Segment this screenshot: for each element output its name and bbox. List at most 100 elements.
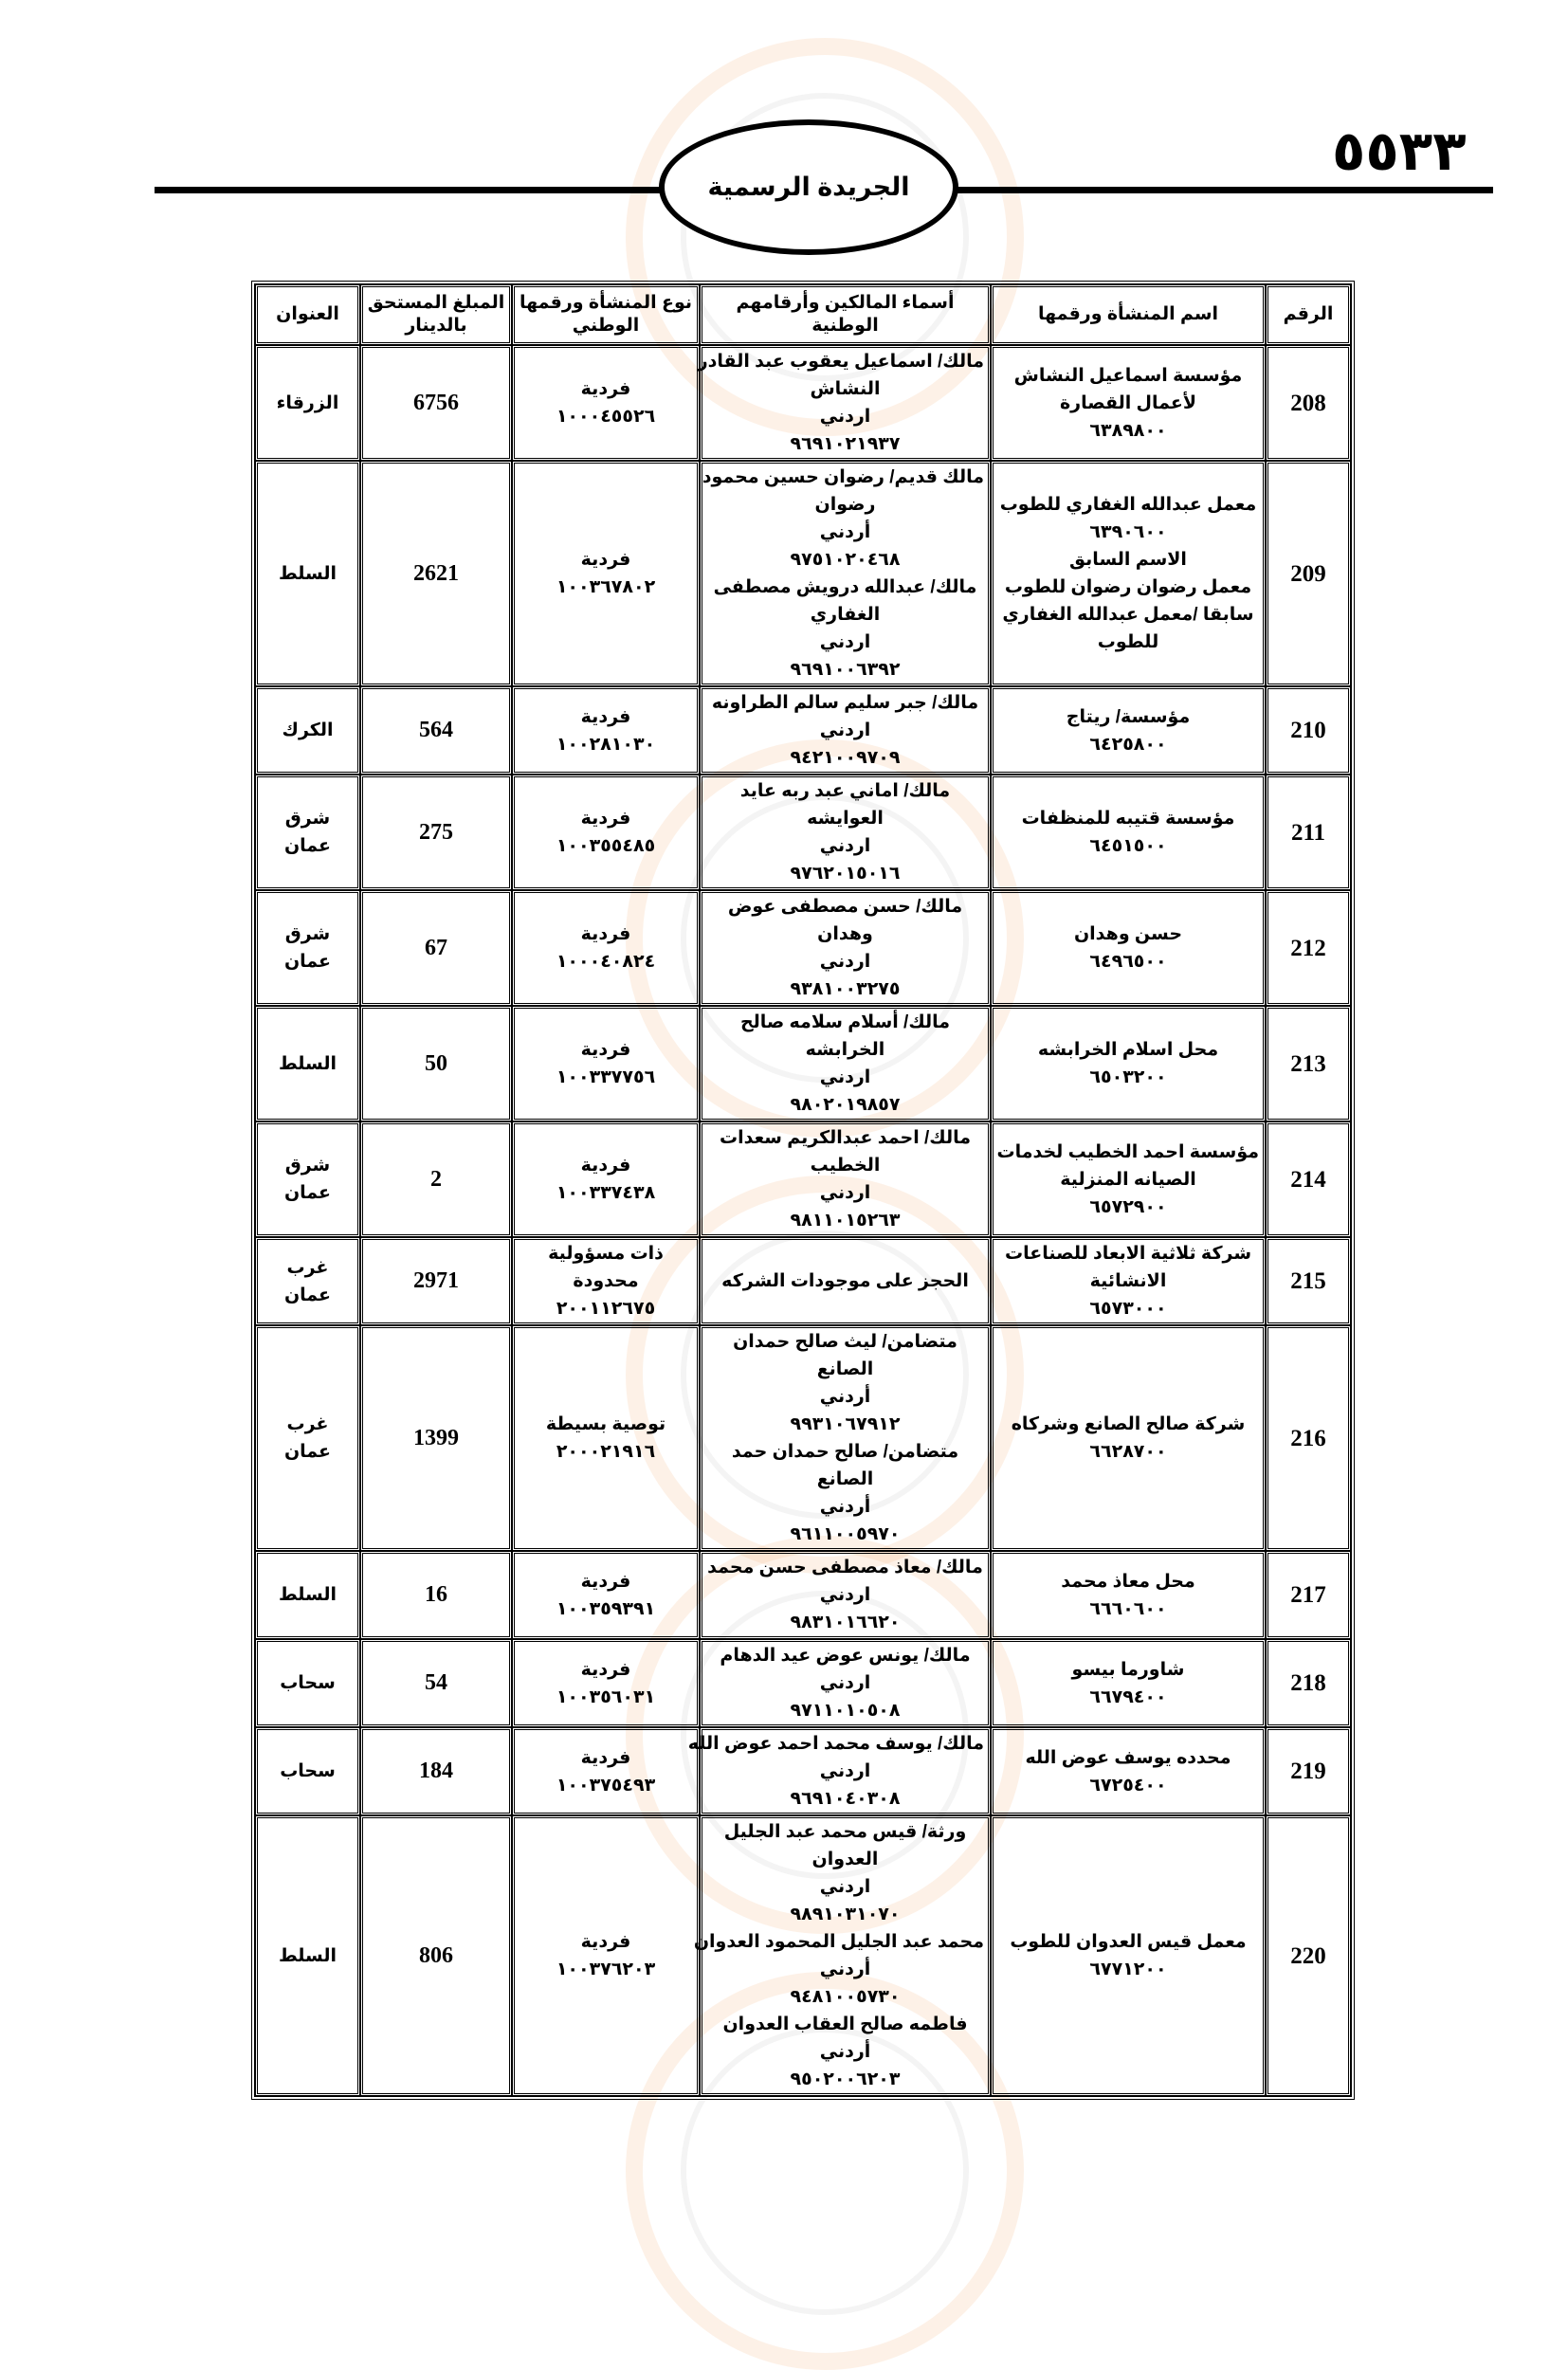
owners-cell-line: ورثة/ قيس محمد عبد الجليل — [723, 1822, 967, 1842]
amount-cell: 2621 — [360, 461, 512, 686]
business-cell-line: ٦٦٧٩٤٠٠ — [1089, 1686, 1167, 1707]
owners-cell: مالك/ يوسف محمد احمد عوض الله اردني ٩٦٩١٠٤… — [688, 1727, 991, 1815]
owners-cell-line: محمد عبد الجليل المحمود العدوان — [693, 1932, 984, 1952]
table-row: 220 معمل قيس العدوان للطوب ٦٧٧١٢٠٠ ورثة/ قي… — [255, 1815, 1351, 2096]
owners-cell-line: العدوان — [811, 1850, 879, 1869]
address-cell: سحاب — [255, 1727, 360, 1815]
address-cell: السلط — [255, 461, 360, 686]
owners-cell-line: ٩٧٥١٠٢٠٤٦٨ — [790, 550, 901, 570]
address-cell-line: شرق — [284, 924, 331, 944]
owners-cell-line: الخطيب — [810, 1156, 881, 1176]
owners-cell-line: ٩٦٩١٠٤٠٣٠٨ — [790, 1789, 901, 1809]
amount-cell: 275 — [360, 775, 512, 890]
business-cell: معمل عبدالله الغفاري للطوب ٦٣٩٠٦٠٠ الاسم ا… — [991, 461, 1266, 686]
address-cell: السلط — [255, 1006, 360, 1121]
address-cell-line: السلط — [278, 1945, 337, 1966]
type-cell: فردية ١٠٠٠٤٥٥٢٦ — [512, 345, 700, 461]
type-cell-line: ١٠٠٣٣٧٧٥٦ — [556, 1067, 656, 1087]
business-cell-line: ٦٦٢٨٧٠٠ — [1089, 1442, 1167, 1462]
business-cell: شركة ثلاثية الابعاد للصناعات الانشائية ٦٥٧… — [991, 1237, 1266, 1325]
business-cell: محل اسلام الخرابشه ٦٥٠٣٢٠٠ — [991, 1006, 1266, 1121]
owners-cell: مالك/ حسن مصطفى عوض وهدان اردني ٩٣٨١٠٠٣٢٧٥ — [700, 890, 991, 1006]
address-cell: شرق عمان — [255, 890, 360, 1006]
owners-cell-line: أردني — [819, 2042, 871, 2062]
address-cell-line: غرب — [286, 1414, 329, 1434]
business-cell: مؤسسة قتيبه للمنظفات ٦٤٥١٥٠٠ — [991, 775, 1266, 890]
table-row: 210 مؤسسة/ ريتاج ٦٤٢٥٨٠٠ مالك/ جبر سليم سال… — [255, 686, 1351, 775]
table-row: 218 شاورما بيسو ٦٦٧٩٤٠٠ مالك/ يونس عوض عيد … — [255, 1639, 1351, 1727]
owners-cell-line: اردني — [819, 1673, 871, 1693]
type-cell: فردية ١٠٠٣٥٩٣٩١ — [512, 1551, 700, 1639]
type-cell-line: ١٠٠٣٧٦٢٠٣ — [556, 1960, 656, 1979]
business-cell-line: مؤسسة/ ريتاج — [1066, 706, 1191, 727]
amount-cell: 16 — [360, 1551, 512, 1639]
address-cell-line: غرب — [286, 1257, 329, 1278]
business-cell: معمل قيس العدوان للطوب ٦٧٧١٢٠٠ — [991, 1815, 1266, 2096]
owners-cell-line: الحجز على موجودات الشركه — [721, 1271, 969, 1291]
address-cell-line: السلط — [278, 1585, 337, 1605]
table-row: 217 محل معاذ محمد ٦٦٦٠٦٠٠ مالك/ معاذ مصطفى … — [255, 1551, 1351, 1639]
type-cell-line: ٢٠٠١١٢٦٧٥ — [556, 1299, 656, 1319]
owners-cell-line: ٩٦٩١٠٠٦٣٩٢ — [790, 660, 901, 680]
business-cell-line: معمل قيس العدوان للطوب — [1010, 1932, 1247, 1952]
owners-cell-line: اردني — [819, 1585, 871, 1605]
row-number-cell: 219 — [1266, 1727, 1351, 1815]
amount-cell: 2971 — [360, 1237, 512, 1325]
table-row: 219 محدده يوسف عوض الله ٦٧٢٥٤٠٠ مالك/ يوسف … — [255, 1727, 1351, 1815]
type-cell-line: فردية — [580, 1659, 631, 1680]
table-row: 216 شركة صالح الصانع وشركاه ٦٦٢٨٧٠٠ متضامن/… — [255, 1325, 1351, 1551]
header-col-address: العنوان — [255, 284, 360, 345]
address-cell: شرق عمان — [255, 775, 360, 890]
row-number-cell: 213 — [1266, 1006, 1351, 1121]
address-cell: شرق عمان — [255, 1121, 360, 1237]
owners-cell-line: الصانع — [816, 1359, 874, 1379]
owners-cell-line: وهدان — [817, 924, 873, 944]
table-header-row: الرقم اسم المنشأة ورقمها أسماء المالكين وأ… — [255, 284, 1351, 345]
owners-cell-line: النشاش — [810, 379, 881, 399]
business-cell-line: الصيانه المنزلية — [1060, 1169, 1196, 1190]
table-row: 209 معمل عبدالله الغفاري للطوب ٦٣٩٠٦٠٠ الاس… — [255, 461, 1351, 686]
owners-cell-line: اردني — [819, 632, 871, 652]
owners-cell-line: ٩٨٩١٠٣١٠٧٠ — [790, 1905, 901, 1924]
owners-cell-line: العوايشه — [807, 809, 884, 829]
owners-cell-line: مالك/ جبر سليم سالم الطراونه — [711, 693, 979, 713]
amount-cell: 50 — [360, 1006, 512, 1121]
type-cell: فردية ١٠٠٣٥٥٤٨٥ — [512, 775, 700, 890]
owners-cell: مالك/ اسماعيل يعقوب عبد القادر النشاش اردن… — [697, 345, 991, 461]
row-number-cell: 209 — [1266, 461, 1351, 686]
owners-cell-line: مالك/ اسماعيل يعقوب عبد القادر — [697, 352, 984, 372]
row-number-cell: 214 — [1266, 1121, 1351, 1237]
business-cell: مؤسسة احمد الخطيب لخدمات الصيانه المنزلية… — [991, 1121, 1266, 1237]
type-cell: فردية ١٠٠٣٧٥٤٩٣ — [512, 1727, 700, 1815]
address-cell-line: السلط — [278, 563, 337, 584]
type-cell-line: ١٠٠٣٦٧٨٠٢ — [556, 577, 656, 597]
type-cell: ذات مسؤولية محدودة ٢٠٠١١٢٦٧٥ — [512, 1237, 700, 1325]
owners-cell: متضامن/ ليث صالح حمدان الصانع أردني ٩٩٣١٠٦٧… — [700, 1325, 991, 1551]
owners-cell-line: ٩٥٠٢٠٠٦٢٠٣ — [790, 2069, 901, 2089]
owners-cell-line: مالك/ يونس عوض عيد الدهام — [720, 1646, 971, 1666]
table-row: 214 مؤسسة احمد الخطيب لخدمات الصيانه المنز… — [255, 1121, 1351, 1237]
business-cell: محل معاذ محمد ٦٦٦٠٦٠٠ — [991, 1551, 1266, 1639]
type-cell-line: ١٠٠٠٤٥٥٢٦ — [556, 407, 656, 427]
business-cell-line: معمل رضوان رضوان للطوب — [1004, 577, 1252, 597]
business-cell-line: محل معاذ محمد — [1061, 1571, 1195, 1592]
type-cell-line: ٢٠٠٠٢١٩١٦ — [556, 1442, 656, 1462]
establishments-table: الرقم اسم المنشأة ورقمها أسماء المالكين وأ… — [251, 281, 1355, 2100]
owners-cell-line: ٩٨٠٢٠١٩٨٥٧ — [790, 1095, 901, 1115]
business-cell-line: ٦٥٠٣٢٠٠ — [1089, 1067, 1167, 1087]
address-cell-line: سحاب — [280, 1761, 336, 1781]
owners-cell-line: اردني — [819, 1877, 871, 1897]
address-cell: الزرقاء — [255, 345, 360, 461]
owners-cell-line: الصانع — [816, 1469, 874, 1489]
type-cell: فردية ١٠٠٣٣٧٧٥٦ — [512, 1006, 700, 1121]
type-cell-line: فردية — [580, 1571, 631, 1592]
owners-cell-line: مالك/ أسلام سلامه صالح — [739, 1012, 951, 1032]
business-cell: مؤسسة/ ريتاج ٦٤٢٥٨٠٠ — [991, 686, 1266, 775]
owners-cell-line: الخرابشه — [805, 1040, 885, 1060]
address-cell: السلط — [255, 1551, 360, 1639]
type-cell-line: فردية — [580, 550, 631, 570]
type-cell: توصية بسيطة ٢٠٠٠٢١٩١٦ — [512, 1325, 700, 1551]
owners-cell-line: مالك/ اماني عبد ربه عايد — [739, 781, 951, 801]
owners-cell-line: مالك/ معاذ مصطفى حسن محمد — [707, 1558, 983, 1577]
header-col-business: اسم المنشأة ورقمها — [991, 284, 1266, 345]
